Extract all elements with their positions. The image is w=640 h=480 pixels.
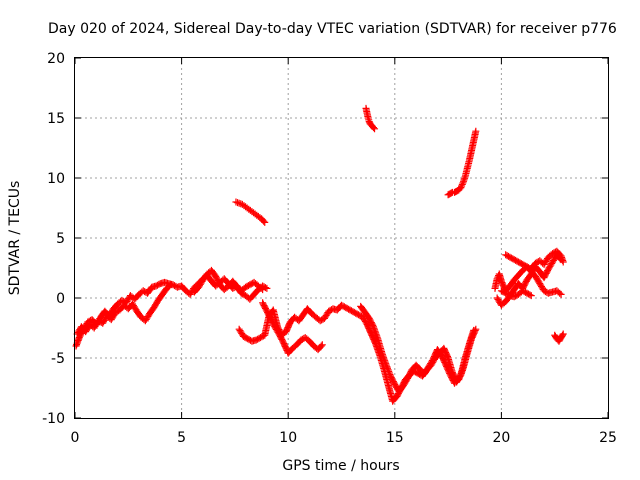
data-point: [556, 254, 564, 262]
data-point: [456, 373, 464, 381]
x-tick-label: 0: [71, 430, 80, 446]
data-point: [527, 292, 535, 300]
y-tick-label: 20: [47, 51, 65, 67]
data-point: [455, 376, 463, 384]
data-point: [458, 366, 466, 374]
data-points: [72, 104, 567, 405]
data-point: [458, 180, 466, 188]
data-point: [458, 368, 466, 376]
y-tick-labels: -10 -5 0 5 10 15 20: [42, 51, 65, 427]
data-point: [369, 124, 377, 132]
data-point: [385, 367, 393, 375]
data-point: [167, 281, 175, 289]
data-point: [261, 218, 269, 226]
data-point: [472, 127, 480, 135]
data-point: [559, 330, 567, 338]
data-point: [557, 256, 565, 264]
data-point: [386, 370, 394, 378]
y-tick-label: 10: [47, 171, 65, 187]
y-tick-label: 15: [47, 111, 65, 127]
x-tick-label: 15: [386, 430, 404, 446]
grid-lines: [75, 58, 608, 418]
plot-frame: [74, 57, 609, 419]
data-point: [260, 217, 268, 225]
y-axis-label: SDTVAR / TECUs: [7, 181, 23, 296]
data-point: [261, 284, 269, 292]
x-tick-label: 5: [177, 430, 186, 446]
data-point: [457, 371, 465, 379]
data-point: [318, 341, 326, 349]
data-point: [458, 182, 466, 190]
data-point: [384, 366, 392, 374]
x-tick-label: 20: [492, 430, 510, 446]
data-point: [526, 291, 534, 299]
y-tick-label: -10: [42, 411, 65, 427]
data-point: [383, 363, 391, 371]
data-point: [557, 290, 565, 298]
chart-title: Day 020 of 2024, Sidereal Day-to-day VTE…: [48, 21, 617, 37]
data-point: [472, 325, 480, 333]
data-point: [385, 369, 393, 377]
y-tick-label: -5: [51, 351, 65, 367]
x-axis-label: GPS time / hours: [282, 458, 399, 474]
data-point: [556, 289, 564, 297]
data-point: [263, 284, 271, 292]
data-point: [166, 282, 174, 290]
x-tick-labels: 0 5 10 15 20 25: [71, 430, 617, 446]
data-point: [457, 369, 465, 377]
y-tick-label: 5: [56, 231, 65, 247]
data-point: [382, 361, 390, 369]
data-point: [383, 364, 391, 372]
x-tick-label: 10: [279, 430, 297, 446]
data-point: [455, 374, 463, 382]
x-tick-label: 25: [599, 430, 617, 446]
data-point: [317, 342, 325, 350]
data-point: [371, 125, 379, 133]
data-point: [457, 184, 465, 192]
y-tick-label: 0: [56, 291, 65, 307]
data-point: [471, 327, 479, 335]
data-point: [559, 331, 567, 339]
